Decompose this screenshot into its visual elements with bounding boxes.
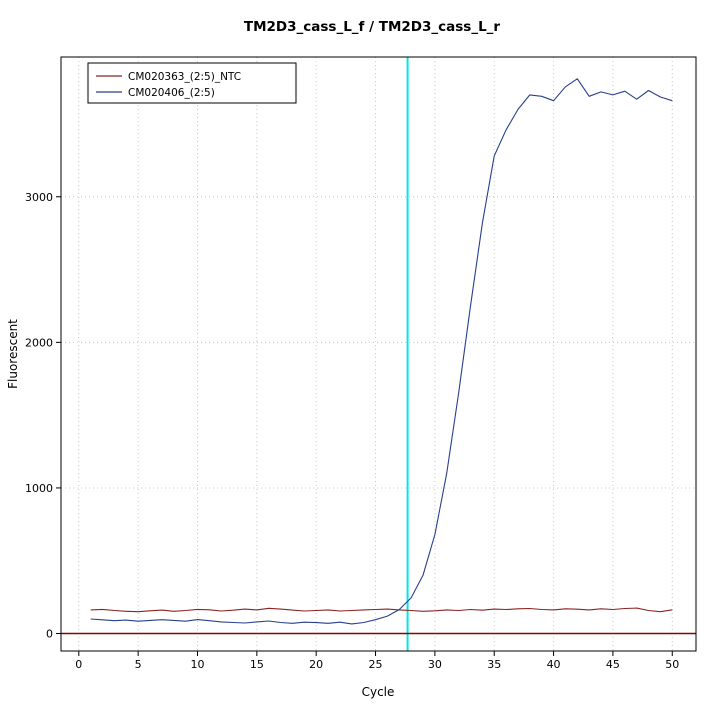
legend-label-ntc: CM020363_(2:5)_NTC xyxy=(128,71,241,83)
x-tick-label: 30 xyxy=(428,658,442,671)
x-tick-label: 45 xyxy=(606,658,620,671)
x-tick-label: 25 xyxy=(369,658,383,671)
y-tick-label: 3000 xyxy=(25,191,53,204)
y-tick-label: 1000 xyxy=(25,482,53,495)
y-axis-label: Fluorescent xyxy=(6,319,20,389)
plot-area: 0 5 10 15 20 25 30 35 40 45 50 0 1000 2000 3000 xyxy=(25,56,697,671)
x-tick-label: 15 xyxy=(250,658,264,671)
x-axis-label: Cycle xyxy=(362,685,395,699)
chart-title: TM2D3_cass_L_f / TM2D3_cass_L_r xyxy=(244,19,501,35)
x-tick-label: 35 xyxy=(487,658,501,671)
legend-label-sample: CM020406_(2:5) xyxy=(128,87,215,99)
y-tick-label: 0 xyxy=(46,628,53,641)
series-curve-1 xyxy=(90,78,673,625)
x-tick-label: 50 xyxy=(665,658,679,671)
x-tick-label: 0 xyxy=(75,658,82,671)
plot-border xyxy=(60,56,697,652)
series-curve-0 xyxy=(90,607,673,613)
x-tick-label: 5 xyxy=(135,658,142,671)
x-tick-label: 40 xyxy=(547,658,561,671)
x-tick-label: 10 xyxy=(190,658,204,671)
legend: CM020363_(2:5)_NTC CM020406_(2:5) xyxy=(87,62,297,104)
x-tick-label: 20 xyxy=(309,658,323,671)
y-tick-label: 2000 xyxy=(25,336,53,349)
legend-box xyxy=(87,62,297,104)
